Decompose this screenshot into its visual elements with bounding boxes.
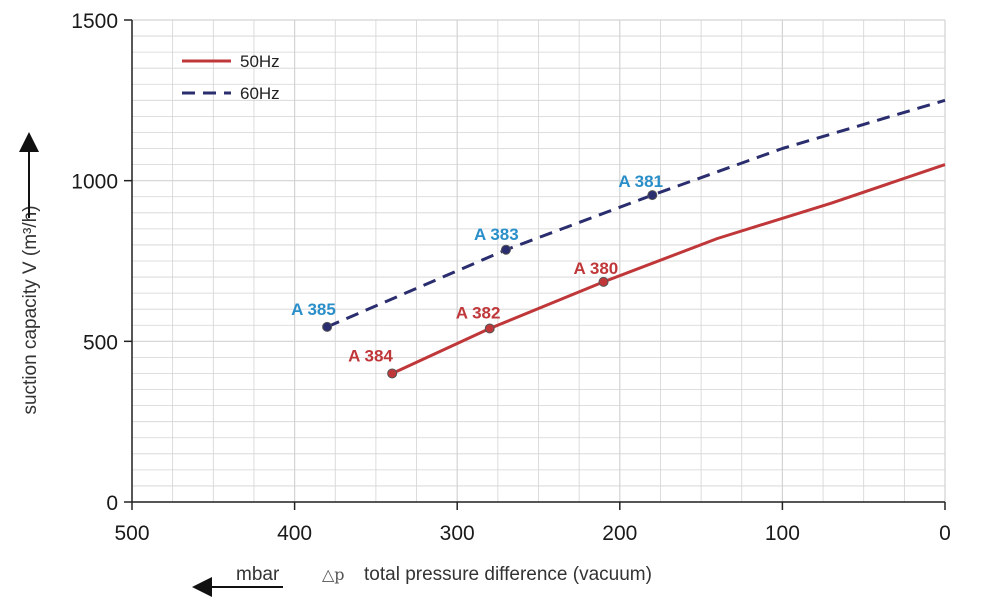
- x-tick-label: 100: [765, 522, 800, 545]
- series-line-50hz: [391, 163, 946, 375]
- y-tick-label: 0: [106, 492, 118, 515]
- y-tick-label: 1500: [71, 10, 118, 33]
- point-label: A 385: [291, 300, 336, 319]
- point-label: A 381: [618, 172, 663, 191]
- data-point: [387, 368, 398, 379]
- y-tick-label: 500: [83, 331, 118, 354]
- point-label: A 384: [348, 346, 393, 365]
- data-point: [322, 321, 333, 332]
- delta-p-symbol: △p: [322, 565, 345, 584]
- data-points: [322, 190, 658, 379]
- data-point: [484, 323, 495, 334]
- point-label: A 382: [456, 303, 501, 322]
- legend: 50Hz 60Hz: [182, 52, 280, 103]
- x-axis-label: total pressure difference (vacuum): [364, 564, 652, 585]
- x-tick-label: 400: [277, 522, 312, 545]
- x-tick-label: 200: [602, 522, 637, 545]
- series-line-60hz: [326, 98, 946, 329]
- y-tick-label: 1000: [71, 171, 118, 194]
- data-point: [647, 190, 658, 201]
- x-tick-label: 500: [114, 522, 149, 545]
- x-axis-title: mbar △p total pressure difference (vacuu…: [192, 564, 652, 597]
- grid: [131, 19, 946, 503]
- y-axis-title: suction capacity V (m³/h): [19, 132, 41, 415]
- data-point: [500, 244, 511, 255]
- legend-label: 60Hz: [240, 84, 280, 103]
- series-layer: [326, 98, 946, 375]
- point-label: A 383: [474, 225, 519, 244]
- point-labels: A 384 A 382 A 380 A 385 A 383 A 381: [291, 172, 663, 365]
- data-point: [598, 276, 609, 287]
- x-tick-label: 300: [440, 522, 475, 545]
- y-axis-label: suction capacity V (m³/h): [20, 205, 41, 414]
- x-tick-label: 0: [939, 522, 951, 545]
- x-unit-label: mbar: [236, 564, 280, 585]
- point-label: A 380: [574, 259, 619, 278]
- legend-label: 50Hz: [240, 52, 280, 71]
